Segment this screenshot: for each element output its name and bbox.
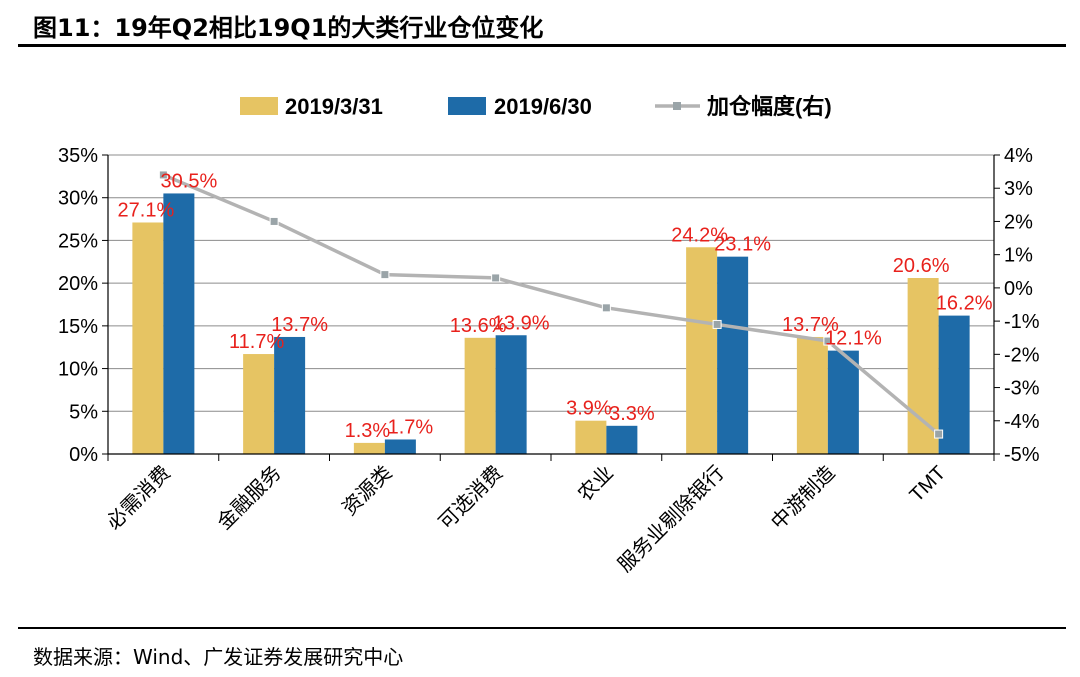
data-label-2019-6-30: 1.7% [388,416,434,438]
data-label-2019-6-30: 12.1% [825,328,882,350]
bar-2019-6-30 [606,425,638,454]
left-tick-label: 5% [69,401,98,423]
left-tick-label: 25% [58,230,98,252]
change-line-marker [823,336,833,346]
title-rule [18,44,1066,47]
legend: 2019/3/31 2019/6/30 加仓幅度(右) [240,94,832,119]
legend-swatch-2019-3-31 [240,97,278,115]
grid-lines [108,154,994,412]
data-label-2019-3-31: 24.2% [671,224,728,246]
bar-2019-3-31 [353,442,385,454]
change-line-marker [380,270,390,280]
category-label: 中游制造 [767,461,840,534]
right-tick-label: -4% [1004,411,1040,433]
category-label: 服务业剔除银行 [613,461,728,576]
change-line-marker [491,273,501,283]
bar-2019-3-31 [464,337,496,454]
bar-2019-6-30 [274,336,306,454]
bar-2019-3-31 [243,354,275,454]
bars [132,193,970,454]
data-label-2019-6-30: 13.9% [493,312,550,334]
data-label-2019-3-31: 1.3% [345,420,391,442]
data-label-2019-3-31: 13.7% [782,314,839,336]
change-line-marker [158,170,168,180]
right-tick-label: 4% [1004,145,1033,167]
data-label-2019-3-31: 13.6% [450,315,507,337]
left-tick-label: 0% [69,444,98,466]
data-label-2019-6-30: 30.5% [161,170,218,192]
change-line-marker [934,429,944,439]
right-tick-label: 2% [1004,211,1033,233]
data-label-2019-3-31: 27.1% [118,199,175,221]
data-label-2019-3-31: 20.6% [893,255,950,277]
legend-swatch-2019-6-30 [448,97,486,115]
right-tick-label: 1% [1004,245,1033,267]
change-line-marker [712,319,722,329]
bar-2019-6-30 [717,256,749,454]
left-tick-label: 10% [58,359,98,381]
change-line-path [162,173,940,436]
legend-label-2019-3-31: 2019/3/31 [285,94,383,119]
bar-2019-6-30 [827,350,859,454]
bar-2019-6-30 [495,335,527,454]
left-tick-label: 30% [58,188,98,210]
category-label: 必需消费 [102,461,175,534]
category-label: 资源类 [338,461,397,520]
data-label-2019-3-31: 11.7% [229,331,284,353]
right-tick-label: -1% [1004,311,1040,333]
axes: 0% 5% 10% 15% 20% 25% 30% 35% -5% -4% -3% -2% -1% 0% 1… [58,145,1040,577]
left-tick-label: 15% [58,316,98,338]
bar-2019-3-31 [686,247,718,454]
data-label-2019-6-30: 13.7% [271,314,328,336]
category-label: 金融服务 [213,461,286,534]
right-tick-label: 0% [1004,278,1033,300]
figure-title: 图11：19年Q2相比19Q1的大类行业仓位变化 [33,14,544,42]
right-tick-label: 3% [1004,178,1033,200]
change-line [158,170,944,439]
bar-2019-6-30 [163,193,195,454]
data-label-2019-6-30: 3.3% [609,403,655,425]
change-line-marker [269,216,279,226]
category-label: TMT [906,462,951,507]
data-label-2019-6-30: 16.2% [936,293,993,315]
category-label: 可选消费 [434,461,507,534]
bar-2019-3-31 [907,278,939,454]
bar-2019-3-31 [132,222,164,454]
data-label-2019-6-30: 23.1% [714,234,771,256]
bar-2019-6-30 [384,439,416,454]
source-rule [18,627,1066,629]
bar-2019-3-31 [575,420,607,454]
left-tick-label: 35% [58,145,98,167]
legend-label-change: 加仓幅度(右) [706,94,832,119]
source-note: 数据来源：Wind、广发证券发展研究中心 [33,645,404,669]
change-line-marker [601,303,611,313]
right-tick-label: -3% [1004,378,1040,400]
legend-marker-change [673,102,681,110]
right-tick-label: -5% [1004,444,1040,466]
bar-2019-3-31 [796,336,828,454]
left-tick-label: 20% [58,273,98,295]
data-label-2019-3-31: 3.9% [566,398,612,420]
bar-2019-6-30 [938,315,970,454]
legend-label-2019-6-30: 2019/6/30 [494,94,592,119]
category-label: 农业 [573,461,618,506]
right-tick-label: -2% [1004,344,1040,366]
data-labels: 27.1%30.5%11.7%13.7%1.3%1.7%13.6%13.9%3.… [118,170,993,441]
